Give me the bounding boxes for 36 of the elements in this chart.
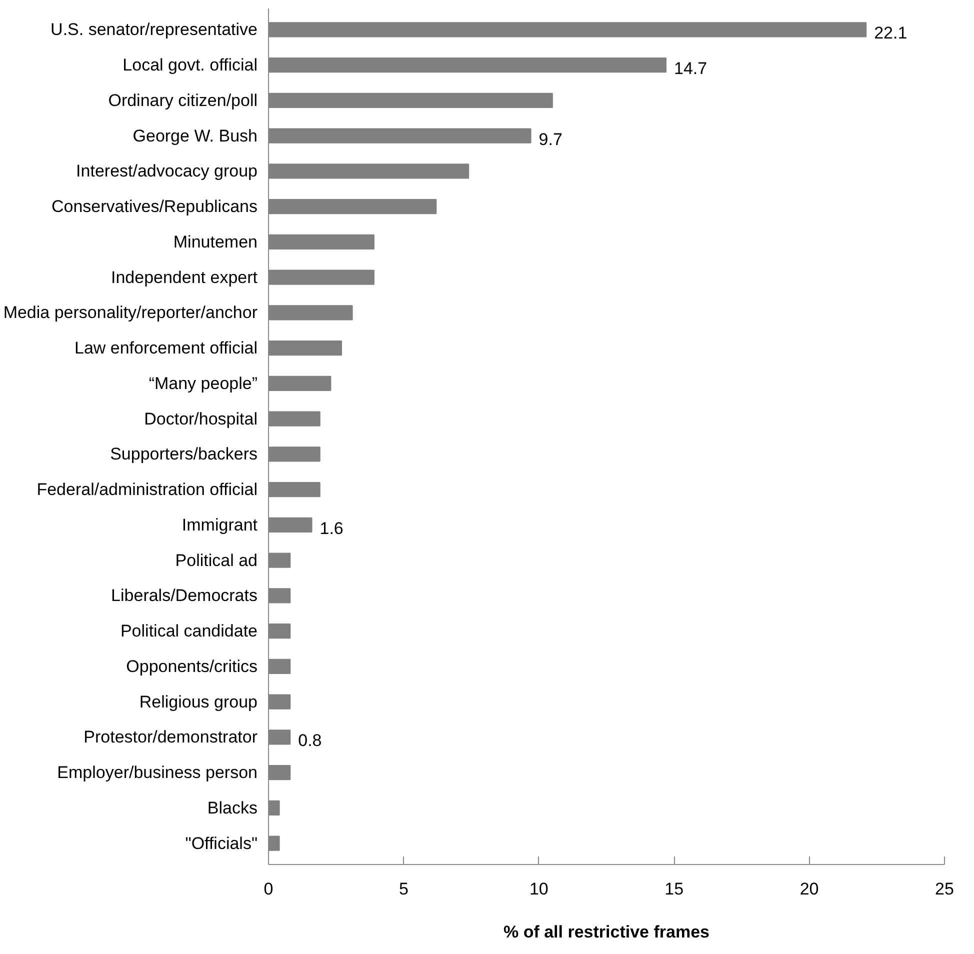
x-tick-label: 0 — [264, 880, 274, 898]
y-tick-label: "Officials" — [185, 834, 258, 853]
y-tick-label: Independent expert — [110, 268, 258, 287]
y-tick-label: Conservatives/Republicans — [52, 197, 258, 216]
y-tick-label: Supporters/backers — [110, 444, 258, 464]
y-tick-label: Employer/business person — [57, 763, 258, 782]
data-label: 1.6 — [320, 518, 344, 538]
y-tick-label: Political candidate — [120, 622, 258, 641]
y-tick-label: Doctor/hospital — [144, 409, 258, 428]
x-tick-label: 15 — [664, 880, 684, 898]
y-tick-label: U.S. senator/representative — [50, 20, 258, 40]
y-tick-label: Liberals/Democrats — [111, 586, 258, 606]
y-tick-label: Media personality/reporter/anchor — [3, 303, 258, 322]
y-tick-label: Interest/advocacy group — [76, 162, 258, 181]
y-tick-label: Law enforcement official — [74, 338, 258, 358]
y-tick-label: Local govt. official — [122, 56, 258, 75]
y-tick-label: Immigrant — [182, 515, 258, 534]
y-tick-label: Protestor/demonstrator — [84, 728, 258, 747]
data-label: 0.8 — [298, 731, 322, 750]
y-tick-label: Blacks — [207, 798, 258, 818]
y-tick-label: Political ad — [175, 550, 258, 570]
y-tick-label: Minutemen — [173, 232, 258, 252]
x-tick-label: 25 — [935, 880, 954, 898]
data-label: 14.7 — [674, 59, 708, 78]
y-tick-label: George W. Bush — [132, 126, 258, 146]
data-label: 22.1 — [874, 24, 908, 43]
y-tick-label: Opponents/critics — [126, 656, 258, 676]
y-tick-label: Religious group — [139, 692, 258, 712]
y-tick-label: Ordinary citizen/poll — [108, 90, 258, 110]
data-label: 9.7 — [538, 130, 562, 149]
x-tick-label: 20 — [800, 880, 819, 898]
x-tick-label: 5 — [398, 880, 408, 898]
y-tick-label: “Many people” — [148, 374, 258, 393]
x-axis-title: % of all restrictive frames — [504, 922, 710, 942]
y-tick-label: Federal/administration official — [36, 480, 258, 500]
x-tick-label: 10 — [529, 880, 548, 898]
